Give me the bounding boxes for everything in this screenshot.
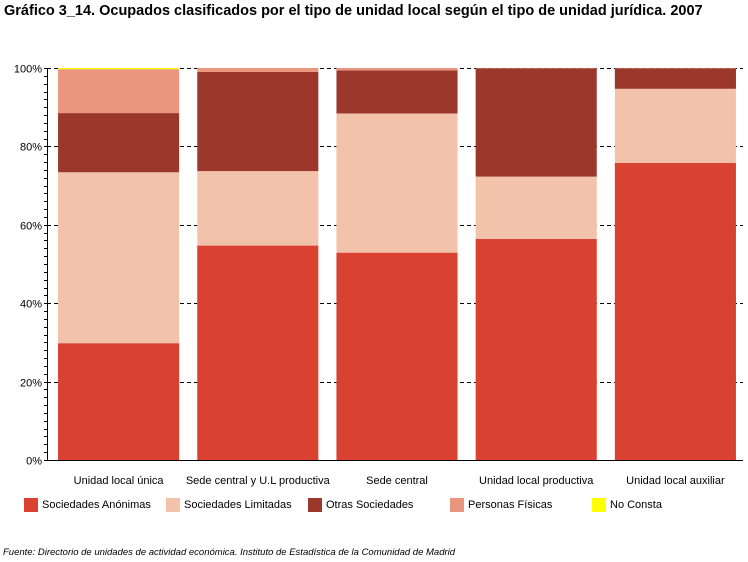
legend-swatch (166, 498, 180, 512)
x-tick-label: Unidad local única (74, 475, 165, 487)
bar-segment (58, 172, 180, 344)
bar-segment (58, 69, 180, 114)
bar-segment (336, 113, 458, 253)
bar-segment (58, 68, 180, 70)
bar-segment (197, 171, 319, 246)
bar-segment (475, 176, 597, 239)
y-tick-label: 20% (20, 378, 42, 390)
bar-segment (614, 162, 736, 461)
legend-label: Personas Físicas (468, 499, 553, 511)
legend-swatch (24, 498, 38, 512)
legend-item: Sociedades Anónimas (24, 498, 151, 512)
axes: 0% 20% 40% 60% 80% 100% Unidad local única Sede… (14, 64, 743, 487)
bar-segment (197, 71, 319, 172)
legend-item: Otras Sociedades (308, 498, 413, 512)
bar-segment (58, 113, 180, 173)
x-tick-label: Sede central y U.L productiva (186, 475, 331, 487)
y-tick-label: 100% (14, 64, 42, 76)
y-tick-label: 0% (26, 456, 42, 468)
legend-swatch (450, 498, 464, 512)
bar-segment (336, 70, 458, 114)
legend-swatch (592, 498, 606, 512)
legend-item: No Consta (592, 498, 662, 512)
chart-title: Gráfico 3_14. Ocupados clasificados por … (4, 3, 703, 19)
legend-label: Sociedades Limitadas (184, 499, 292, 511)
source-note: Fuente: Directorio de unidades de activi… (3, 547, 456, 558)
bars (58, 68, 736, 461)
legend: Sociedades Anónimas Sociedades Limitadas O… (24, 498, 744, 522)
bar-segment (614, 88, 736, 163)
x-tick-label: Unidad local auxiliar (626, 475, 725, 487)
bar-segment (197, 68, 319, 72)
legend-item: Personas Físicas (450, 498, 552, 512)
y-tick-label: 60% (20, 221, 42, 233)
bar-segment (475, 238, 597, 460)
bar-segment (197, 245, 319, 460)
y-tick-label: 80% (20, 142, 42, 154)
legend-swatch (308, 498, 322, 512)
x-tick-label: Unidad local productiva (479, 475, 594, 487)
legend-label: Sociedades Anónimas (42, 499, 151, 511)
bar-segment (475, 68, 597, 177)
legend-item: Sociedades Limitadas (166, 498, 292, 512)
bar-segment (336, 68, 458, 71)
bar-segment (336, 252, 458, 460)
x-tick-label: Sede central (366, 475, 428, 487)
bar-segment (614, 68, 736, 89)
y-tick-label: 40% (20, 299, 42, 311)
legend-label: No Consta (610, 499, 662, 511)
legend-label: Otras Sociedades (326, 499, 414, 511)
bar-segment (58, 343, 180, 460)
